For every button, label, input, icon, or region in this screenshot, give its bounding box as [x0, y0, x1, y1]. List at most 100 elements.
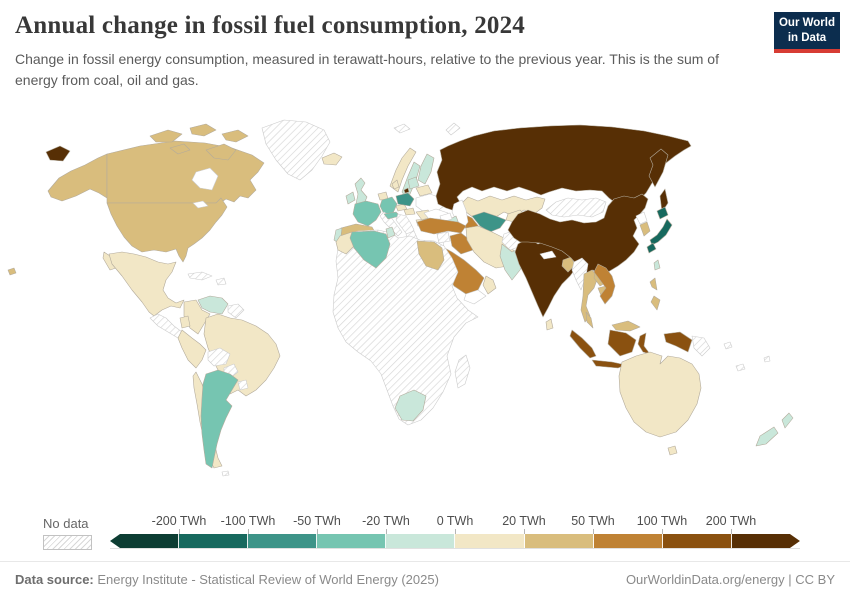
- world-map: [0, 112, 850, 508]
- region-uzbekistan[interactable]: [471, 211, 507, 233]
- region-solomon-islands[interactable]: [723, 341, 733, 350]
- header: Annual change in fossil fuel consumption…: [15, 12, 840, 91]
- region-tunisia[interactable]: [385, 226, 396, 239]
- region-philippines-north[interactable]: [649, 277, 658, 291]
- region-indonesia-sulawesi[interactable]: [637, 332, 651, 355]
- legend-bin-7[interactable]: [593, 534, 663, 548]
- region-arctic-island-4[interactable]: [169, 143, 191, 155]
- region-hungary[interactable]: [403, 207, 416, 216]
- region-belarus[interactable]: [415, 184, 433, 197]
- region-nepal[interactable]: [539, 250, 557, 260]
- region-svalbard[interactable]: [393, 123, 411, 134]
- legend-colorbar-wrap: -200 TWh -100 TWh -50 TWh -20 TWh 0 TWh 20 TW…: [110, 512, 800, 552]
- no-data-swatch[interactable]: [43, 535, 92, 550]
- region-oman[interactable]: [482, 275, 497, 295]
- region-tasmania[interactable]: [667, 445, 678, 456]
- region-malaysia-borneo[interactable]: [611, 320, 641, 332]
- region-central-america[interactable]: [149, 313, 183, 339]
- region-baffin-island[interactable]: [205, 143, 237, 161]
- region-kamchatka[interactable]: [648, 148, 669, 188]
- region-arctic-island-1[interactable]: [149, 129, 183, 143]
- region-mongolia[interactable]: [545, 197, 607, 218]
- region-germany[interactable]: [379, 196, 398, 215]
- region-new-caledonia[interactable]: [735, 363, 746, 372]
- legend-bin-2[interactable]: [248, 534, 318, 548]
- region-bolivia[interactable]: [207, 347, 231, 367]
- region-france[interactable]: [352, 200, 382, 227]
- legend-bin-8[interactable]: [662, 534, 732, 548]
- region-hawaii[interactable]: [7, 267, 17, 276]
- region-greenland[interactable]: [261, 119, 331, 181]
- region-malaysia-peninsula[interactable]: [585, 311, 594, 329]
- region-vietnam[interactable]: [593, 263, 616, 305]
- legend-bin-6[interactable]: [524, 534, 594, 548]
- legend-bin-1[interactable]: [179, 534, 249, 548]
- region-north-korea[interactable]: [635, 211, 648, 225]
- region-japan-hokkaido[interactable]: [656, 206, 669, 220]
- region-sri-lanka[interactable]: [545, 318, 554, 331]
- legend-bin-0[interactable]: [110, 534, 180, 548]
- region-venezuela[interactable]: [197, 295, 229, 315]
- region-usa[interactable]: [106, 197, 228, 263]
- region-denmark[interactable]: [391, 179, 400, 190]
- region-hispaniola[interactable]: [215, 277, 227, 286]
- region-taiwan[interactable]: [653, 259, 661, 271]
- region-ecuador[interactable]: [179, 315, 191, 329]
- region-new-zealand-north[interactable]: [781, 412, 794, 429]
- region-indonesia-sumatra[interactable]: [569, 329, 597, 359]
- region-novaya-zemlya[interactable]: [445, 122, 461, 136]
- region-baltics[interactable]: [407, 176, 420, 190]
- region-italy[interactable]: [379, 211, 403, 237]
- region-south-africa[interactable]: [394, 389, 427, 422]
- data-source: Data source: Energy Institute - Statisti…: [15, 572, 439, 587]
- region-iceland[interactable]: [321, 152, 343, 166]
- region-kaliningrad[interactable]: [403, 187, 410, 194]
- region-japan-kyushu[interactable]: [646, 242, 657, 254]
- region-papua-new-guinea[interactable]: [691, 335, 711, 357]
- map-legend: No data -200 TWh -100 TWh -50 TWh -20 TWh 0 …: [0, 512, 850, 556]
- region-guyanas[interactable]: [227, 303, 245, 319]
- region-poland[interactable]: [395, 192, 415, 207]
- page-title: Annual change in fossil fuel consumption…: [15, 12, 525, 39]
- region-indonesia-kalimantan[interactable]: [607, 329, 637, 357]
- region-arctic-island-2[interactable]: [189, 123, 217, 137]
- region-japan-honshu[interactable]: [649, 218, 673, 246]
- region-egypt[interactable]: [416, 240, 445, 271]
- region-mexico[interactable]: [108, 251, 185, 317]
- region-bangladesh[interactable]: [561, 256, 576, 273]
- region-madagascar[interactable]: [454, 354, 471, 389]
- region-africa-mainland[interactable]: [332, 229, 479, 426]
- region-alaska[interactable]: [47, 153, 108, 202]
- legend-bin-9[interactable]: [732, 534, 800, 548]
- region-australia[interactable]: [618, 351, 702, 438]
- colorbar: [110, 534, 800, 548]
- region-yemen[interactable]: [463, 289, 487, 305]
- region-arctic-island-3[interactable]: [221, 129, 249, 143]
- region-argentina[interactable]: [200, 369, 239, 469]
- region-syria[interactable]: [436, 231, 451, 244]
- region-algeria[interactable]: [349, 230, 391, 269]
- region-ireland[interactable]: [345, 191, 356, 205]
- legend-bin-3[interactable]: [317, 534, 387, 548]
- region-uk[interactable]: [354, 177, 368, 207]
- region-finland[interactable]: [417, 153, 435, 185]
- region-baja[interactable]: [102, 251, 117, 271]
- region-sakhalin[interactable]: [659, 188, 669, 213]
- region-chukotka-west[interactable]: [45, 145, 71, 162]
- region-south-korea[interactable]: [639, 221, 651, 237]
- region-russia[interactable]: [435, 124, 692, 212]
- owid-logo[interactable]: Our World in Data: [774, 12, 840, 53]
- region-fiji[interactable]: [763, 355, 771, 363]
- region-philippines-south[interactable]: [650, 295, 661, 311]
- footer-links[interactable]: OurWorldinData.org/energy | CC BY: [625, 572, 835, 587]
- legend-bin-4[interactable]: [386, 534, 456, 548]
- region-new-zealand-south[interactable]: [755, 426, 779, 447]
- region-turkey[interactable]: [416, 217, 467, 235]
- legend-bin-5[interactable]: [455, 534, 525, 548]
- region-cuba[interactable]: [187, 271, 213, 281]
- region-uruguay[interactable]: [237, 379, 249, 391]
- region-peru[interactable]: [177, 329, 207, 369]
- region-indonesia-papua[interactable]: [663, 331, 693, 353]
- region-falklands[interactable]: [221, 470, 230, 477]
